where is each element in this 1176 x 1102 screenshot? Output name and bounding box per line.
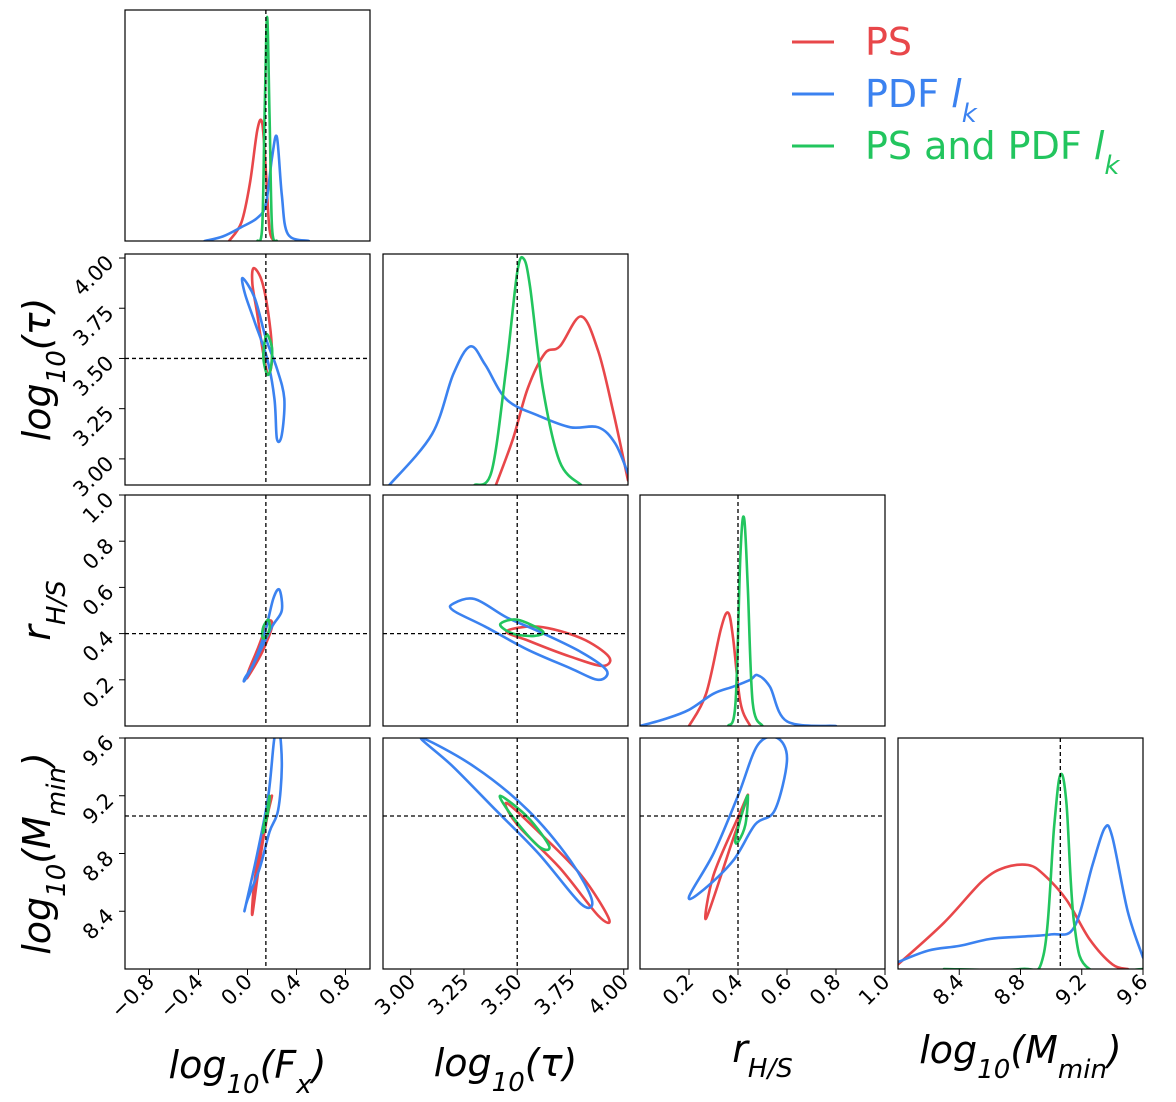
x-tick-label-tau: 3.00 — [370, 970, 420, 1020]
x-axis-label-Mmin: log10(Mmin) — [919, 1028, 1122, 1085]
contour-Mmin-vs-tau-ps — [504, 801, 611, 925]
panel-Mmin-vs-rHS-plot-area — [687, 738, 789, 921]
x-tick-label-tau: 3.75 — [530, 970, 580, 1020]
panel-rHS-vs-tau — [382, 494, 629, 727]
contour-Mmin-vs-rHS-pdf — [687, 738, 789, 901]
y-tick-label-Mmin: 8.4 — [78, 904, 119, 945]
x-axis-label-Fx: log10(Fx) — [169, 1043, 327, 1097]
x-tick-label-Mmin: 8.8 — [989, 970, 1030, 1011]
panel-marginal-rHS-frame — [639, 494, 886, 727]
marginal-curve-rHS-ps-and-pdf — [726, 515, 764, 726]
panel-marginal-Fx-plot-area — [203, 15, 311, 241]
x-tick-label-Fx: −0.8 — [106, 970, 159, 1023]
y-axis-label-Mmin: log10(Mmin) — [15, 752, 72, 955]
y-axis-label-tau: log10(τ) — [15, 298, 72, 442]
marginal-curve-tau-ps — [494, 315, 628, 485]
x-tick-label-Fx: −0.4 — [155, 970, 208, 1023]
y-tick-label-Mmin: 9.6 — [78, 731, 119, 772]
panel-Mmin-vs-tau-plot-area — [419, 738, 611, 925]
y-tick-label-tau: 3.25 — [68, 401, 118, 451]
marginal-curve-Mmin-ps — [898, 863, 1129, 969]
legend-label-ps: PS — [865, 20, 912, 64]
panel-Mmin-vs-Fx-frame — [124, 737, 371, 970]
contour-rHS-vs-Fx-pdf — [242, 587, 284, 683]
panel-marginal-Mmin-frame — [897, 737, 1144, 970]
y-tick-label-tau: 3.50 — [68, 351, 118, 401]
contour-Mmin-vs-Fx-ps-and-pdf — [261, 794, 271, 835]
y-tick-label-tau: 3.00 — [68, 451, 118, 501]
panel-Mmin-vs-rHS-frame — [639, 737, 886, 970]
panel-Mmin-vs-tau: 3.00 3.25 3.50 3.75 4.00 — [370, 737, 633, 1020]
panel-tau-vs-Fx-plot-area — [240, 266, 286, 444]
x-tick-label-Mmin: 9.2 — [1051, 970, 1092, 1011]
panel-rHS-vs-Fx: 0.20.40.60.81.0 — [78, 488, 371, 727]
y-tick-label-rHS: 0.8 — [78, 534, 119, 575]
x-tick-label-rHS: 0.4 — [707, 970, 748, 1011]
panel-marginal-rHS-plot-area — [640, 515, 838, 726]
legend-label-ps-and-pdf: PS and PDF lk — [865, 124, 1120, 181]
y-tick-label-rHS: 0.2 — [78, 672, 119, 713]
panel-rHS-vs-Fx-plot-area — [242, 587, 284, 683]
x-tick-label-tau: 3.25 — [423, 970, 473, 1020]
x-tick-label-Mmin: 8.4 — [928, 970, 969, 1011]
contour-rHS-vs-tau-pdf — [448, 597, 609, 682]
panel-marginal-Fx-frame — [124, 9, 371, 242]
x-axis-label-rHS: rH/S — [732, 1027, 792, 1084]
contour-rHS-vs-tau-ps — [505, 625, 612, 668]
panel-Mmin-vs-Fx: −0.8−0.4 0.0 0.4 0.8 8.4 8.8 9.2 9.6 — [78, 731, 371, 1023]
panel-marginal-tau — [382, 253, 629, 486]
panel-Mmin-vs-Fx-plot-area — [243, 738, 284, 917]
panel-rHS-vs-tau-frame — [382, 494, 629, 727]
panel-Mmin-vs-tau-frame — [382, 737, 629, 970]
y-tick-label-Mmin: 8.8 — [78, 846, 119, 887]
contour-Mmin-vs-rHS-ps-and-pdf — [734, 794, 750, 845]
legend-label-pdf: PDF lk — [865, 72, 978, 129]
x-tick-label-tau: 3.50 — [477, 970, 527, 1020]
marginal-curve-Mmin-pdf — [898, 824, 1143, 964]
y-tick-label-tau: 4.00 — [68, 251, 118, 301]
contour-Mmin-vs-Fx-pdf — [243, 738, 284, 913]
panel-rHS-vs-tau-plot-area — [448, 597, 612, 682]
y-tick-label-rHS: 0.6 — [78, 580, 119, 621]
marginal-curve-rHS-pdf — [640, 673, 838, 726]
y-tick-label-Mmin: 9.2 — [78, 788, 119, 829]
panel-marginal-rHS — [639, 494, 886, 727]
contour-Mmin-vs-tau-pdf — [419, 738, 594, 910]
y-tick-label-rHS: 0.4 — [78, 626, 119, 667]
marginal-curve-Fx-pdf — [203, 134, 311, 241]
marginal-curve-tau-pdf — [388, 345, 628, 485]
panel-marginal-tau-plot-area — [388, 256, 628, 485]
panel-Mmin-vs-rHS: 0.2 0.4 0.6 0.8 1.0 — [639, 737, 895, 1011]
panel-marginal-tau-frame — [382, 253, 629, 486]
x-tick-label-Mmin: 9.6 — [1112, 970, 1153, 1011]
x-axis-label-tau: log10(τ) — [434, 1041, 578, 1097]
marginal-curve-Fx-ps-and-pdf — [256, 15, 279, 241]
y-tick-label-tau: 3.75 — [68, 301, 118, 351]
x-tick-label-Fx: 0.8 — [314, 970, 355, 1011]
x-tick-label-rHS: 0.6 — [756, 970, 797, 1011]
panel-marginal-Mmin: 8.4 8.8 9.2 9.6 — [897, 737, 1153, 1011]
x-tick-label-rHS: 0.2 — [658, 970, 699, 1011]
panel-rHS-vs-Fx-frame — [124, 494, 371, 727]
y-axis-label-rHS: rH/S — [15, 580, 72, 640]
x-tick-label-rHS: 1.0 — [854, 970, 895, 1011]
x-tick-label-rHS: 0.8 — [805, 970, 846, 1011]
x-tick-label-Fx: 0.0 — [216, 970, 257, 1011]
x-tick-label-tau: 4.00 — [583, 970, 633, 1020]
panel-tau-vs-Fx-frame — [124, 253, 371, 486]
marginal-curve-rHS-ps — [687, 611, 752, 726]
panel-marginal-Fx — [124, 9, 371, 242]
marginal-curve-Fx-ps — [227, 118, 276, 241]
panel-tau-vs-Fx: 3.003.253.503.754.00 — [68, 251, 371, 501]
contour-Mmin-vs-tau-ps-and-pdf — [498, 794, 551, 852]
x-tick-label-Fx: 0.4 — [265, 970, 306, 1011]
contour-tau-vs-Fx-ps-and-pdf — [262, 332, 274, 377]
marginal-curve-tau-ps-and-pdf — [473, 256, 583, 485]
panel-marginal-Mmin-plot-area — [898, 772, 1143, 969]
